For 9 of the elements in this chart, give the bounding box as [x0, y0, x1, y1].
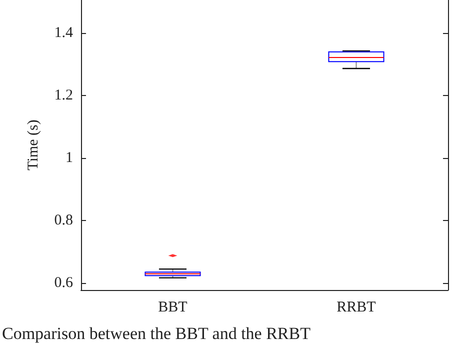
- y-tick-label: 1.4: [54, 24, 74, 41]
- y-axis-title: Time (s): [26, 120, 42, 170]
- y-tick-label: 0.6: [54, 275, 74, 292]
- y-tick-label: 1.2: [54, 87, 73, 104]
- y-tick-label: 1: [66, 150, 73, 166]
- y-tick-label: 0.8: [54, 212, 73, 229]
- x-tick-label: BBT: [158, 300, 188, 316]
- text: Comparison between the BBT and the RRBT: [2, 324, 312, 343]
- x-tick-label: RRBT: [336, 300, 376, 316]
